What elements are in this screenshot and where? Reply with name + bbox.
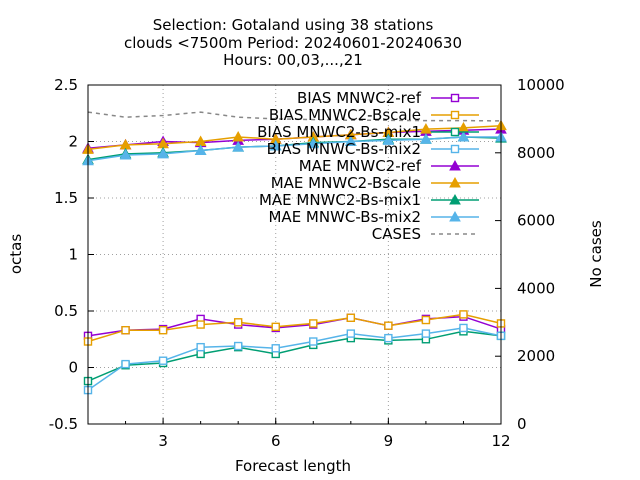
data-point-1 [309, 319, 318, 328]
x-tick-label: 3 [158, 432, 168, 450]
data-point-5 [420, 123, 432, 134]
data-point-7 [194, 144, 207, 156]
y2-tick-label: 4000 [517, 279, 555, 297]
data-point-7 [457, 130, 470, 142]
series-line-7 [87, 136, 501, 162]
data-point-1 [121, 326, 130, 335]
legend-label: BIAS MNWC2-ref [297, 89, 422, 107]
chart-title-line-2: clouds <7500m Period: 20240601-20240630 [124, 34, 462, 52]
x-tick-label: 9 [384, 432, 394, 450]
series-line-2 [87, 330, 502, 382]
data-point-7 [307, 137, 320, 149]
x-tick-label: 12 [491, 432, 510, 450]
data-point-1 [158, 326, 168, 335]
series-line-0 [87, 315, 502, 337]
data-point-3 [421, 329, 431, 338]
data-point-1 [384, 321, 393, 330]
legend-swatch-marker [450, 110, 460, 120]
y-tick-label: 2.5 [54, 76, 78, 94]
data-point-1 [346, 313, 356, 322]
data-point-3 [121, 359, 130, 369]
y-tick-label: 1.5 [54, 189, 78, 207]
data-point-7 [157, 147, 169, 159]
data-point-3 [271, 344, 280, 353]
data-point-7 [344, 135, 357, 146]
data-point-7 [232, 141, 245, 152]
y2-tick-label: 10000 [517, 76, 565, 94]
series-line-1 [87, 313, 502, 343]
data-point-3 [459, 323, 468, 333]
data-point-7 [119, 149, 132, 160]
legend-label: BIAS MNWC-Bs-mix2 [267, 140, 421, 158]
legend-label: BIAS MNWC2-Bscale [269, 106, 421, 124]
data-point-3 [346, 329, 356, 338]
data-point-1 [421, 315, 431, 325]
data-point-7 [382, 134, 395, 145]
data-point-2 [196, 349, 205, 359]
series-line-3 [87, 327, 502, 391]
legend-swatch-marker [449, 159, 461, 171]
data-point-3 [196, 342, 205, 352]
data-point-1 [233, 318, 243, 327]
data-point-3 [233, 341, 243, 351]
plot-frame [87, 84, 502, 425]
legend-swatch-marker [449, 210, 461, 222]
y2-tick-label: 8000 [517, 144, 555, 162]
series-line-5 [87, 124, 502, 151]
legend-label: MAE MNWC2-Bs-mix1 [259, 191, 421, 209]
data-point-3 [158, 356, 168, 365]
x-axis-label: Forecast length [235, 457, 351, 475]
data-point-3 [384, 333, 393, 343]
legend-label: MAE MNWC-Bs-mix2 [268, 208, 421, 226]
y-tick-label: 0.5 [54, 302, 78, 320]
legend-label: CASES [372, 225, 421, 243]
data-point-1 [271, 322, 280, 332]
chart-title-line-3: Hours: 00,03,...,21 [223, 51, 363, 69]
legend-swatch-marker [449, 193, 461, 205]
series-line-8 [87, 111, 502, 122]
legend-label: MAE MNWC2-Bscale [271, 174, 421, 192]
legend-swatch-marker [450, 144, 460, 154]
y2-tick-label: 0 [517, 415, 527, 433]
y-tick-label: -0.5 [49, 415, 78, 433]
data-point-3 [309, 337, 318, 346]
data-point-5 [232, 130, 245, 142]
x-tick-label: 6 [271, 432, 281, 450]
y-axis-label: octas [7, 234, 25, 274]
data-point-7 [269, 139, 282, 151]
plot-layer: -0.5 0 0.5 1 1.5 2 2.5 0 2000 4000 6000 8000 10000 3 6… [49, 76, 565, 450]
legend-swatch-marker [449, 176, 461, 188]
y-tick-label: 0 [68, 359, 78, 377]
legend-swatch-marker [450, 127, 460, 137]
data-point-1 [459, 310, 468, 319]
legend-swatch-marker [450, 93, 460, 103]
y2-axis-label: No cases [587, 220, 605, 288]
chart-title-line-1: Selection: Gotaland using 38 stations [153, 16, 434, 34]
y2-tick-label: 2000 [517, 347, 555, 365]
data-point-1 [196, 320, 205, 329]
y-tick-label: 2 [68, 133, 78, 151]
data-point-7 [420, 133, 432, 144]
y2-tick-label: 6000 [517, 212, 555, 230]
legend-label: MAE MNWC2-ref [299, 157, 422, 175]
y-tick-label: 1 [68, 246, 78, 264]
legend-label: BIAS MNWC2-Bs-mix1 [257, 123, 421, 141]
